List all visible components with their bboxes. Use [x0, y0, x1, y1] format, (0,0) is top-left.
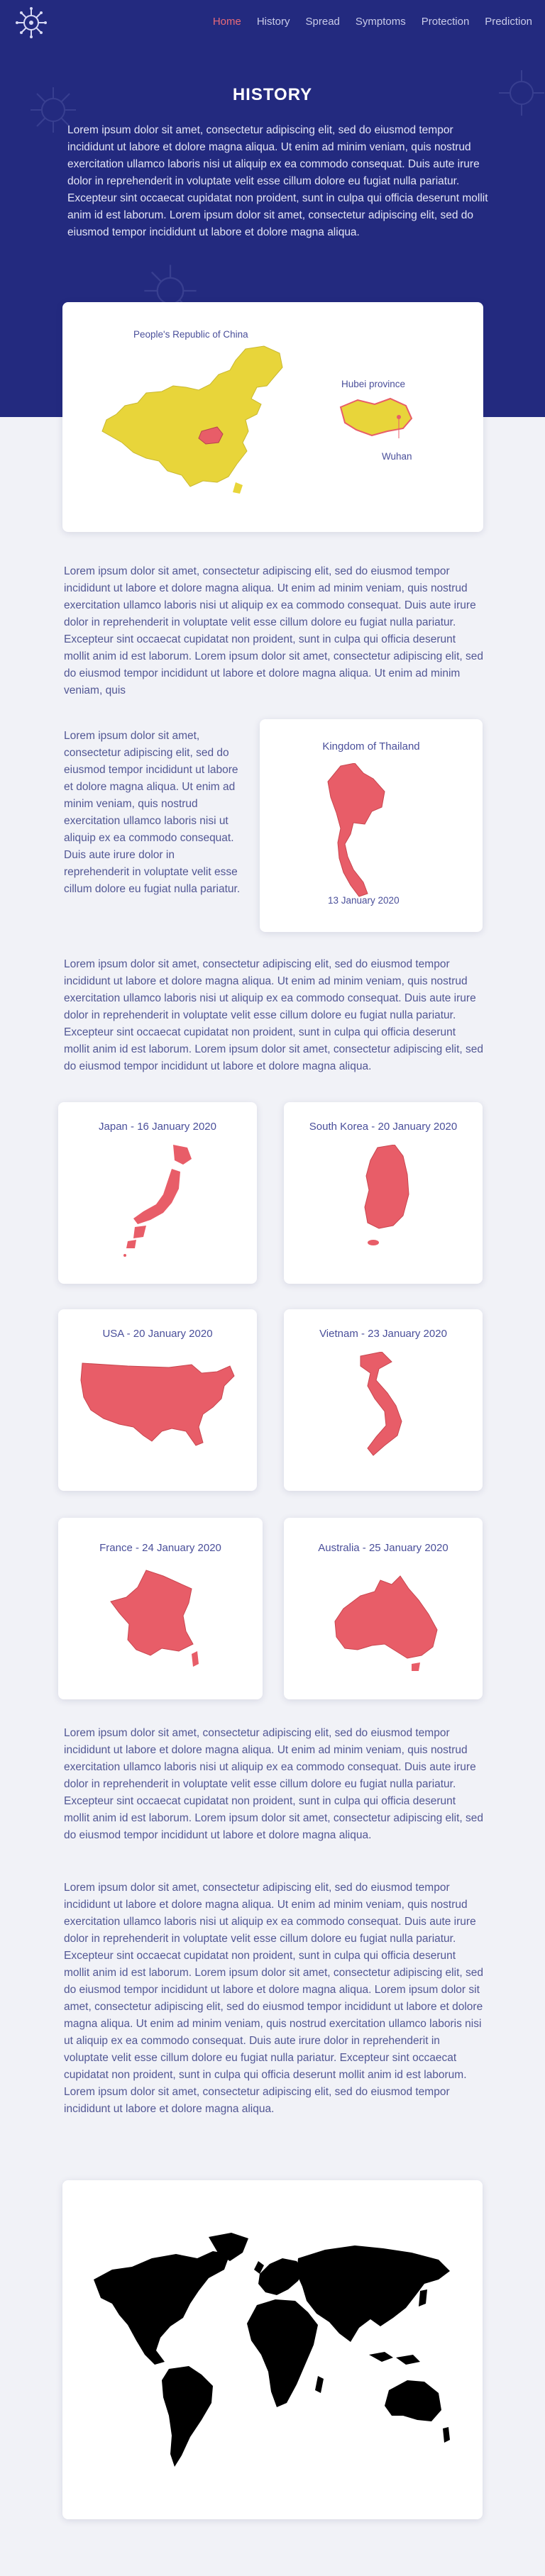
vietnam-map-icon — [360, 1352, 402, 1456]
hero-intro-text: Lorem ipsum dolor sit amet, consectetur … — [67, 124, 488, 238]
nav-symptoms-link[interactable]: Symptoms — [355, 16, 406, 28]
hubei-province-label: Hubei province — [341, 379, 406, 389]
nav-home-link[interactable]: Home — [212, 16, 241, 28]
south-korea-map-icon — [364, 1145, 409, 1245]
world-map-card — [62, 2180, 483, 2519]
wuhan-city-label: Wuhan — [382, 451, 412, 462]
nav-prediction-link[interactable]: Prediction — [485, 16, 532, 28]
nav-history-link[interactable]: History — [256, 16, 290, 28]
thailand-card-date: 13 January 2020 — [328, 895, 400, 906]
thailand-side-text: Lorem ipsum dolor sit amet, consectetur … — [64, 730, 241, 895]
thailand-card-title: Kingdom of Thailand — [322, 740, 420, 753]
usa-map-icon — [80, 1362, 235, 1446]
nav-menu: Home History Spread Symptoms Protection … — [213, 16, 532, 28]
vietnam-card-title: Vietnam - 23 January 2020 — [319, 1328, 447, 1340]
history-paragraph: Lorem ipsum dolor sit amet, consectetur … — [64, 958, 483, 1072]
japan-map-icon — [123, 1145, 192, 1257]
virus-logo-icon[interactable] — [16, 7, 47, 38]
australia-map-icon — [334, 1575, 438, 1671]
thailand-map-card: Kingdom of Thailand 13 January 2020 — [260, 719, 483, 932]
nav-protection-link[interactable]: Protection — [421, 16, 470, 28]
history-paragraph: Lorem ipsum dolor sit amet, consectetur … — [64, 565, 483, 696]
japan-card-title: Japan - 16 January 2020 — [99, 1121, 216, 1133]
usa-card: USA - 20 January 2020 — [58, 1309, 257, 1491]
history-paragraph: Lorem ipsum dolor sit amet, consectetur … — [64, 1882, 483, 2115]
france-card: France - 24 January 2020 — [58, 1518, 263, 1699]
history-paragraph: Lorem ipsum dolor sit amet, consectetur … — [64, 1727, 483, 1841]
usa-card-title: USA - 20 January 2020 — [102, 1328, 213, 1340]
virus-decoration-icon — [31, 87, 76, 133]
virus-decoration-icon — [499, 70, 544, 116]
south-korea-card-title: South Korea - 20 January 2020 — [309, 1121, 458, 1133]
china-map-card: People's Republic of China Hubei provinc… — [62, 302, 483, 532]
page-title: HISTORY — [232, 85, 313, 104]
china-country-label: People's Republic of China — [133, 329, 248, 340]
vietnam-card: Vietnam - 23 January 2020 — [284, 1309, 483, 1491]
thailand-map-icon — [327, 763, 385, 897]
top-navigation: Home History Spread Symptoms Protection … — [0, 0, 545, 45]
france-card-title: France - 24 January 2020 — [99, 1542, 221, 1554]
hubei-map-icon — [339, 397, 413, 438]
south-korea-card: South Korea - 20 January 2020 — [284, 1102, 483, 1284]
world-map-icon — [94, 2233, 450, 2467]
japan-card: Japan - 16 January 2020 — [58, 1102, 257, 1284]
australia-card-title: Australia - 25 January 2020 — [318, 1542, 448, 1554]
nav-spread-link[interactable]: Spread — [305, 16, 340, 28]
france-map-icon — [110, 1570, 199, 1667]
china-map-icon — [101, 345, 283, 494]
australia-card: Australia - 25 January 2020 — [284, 1518, 483, 1699]
